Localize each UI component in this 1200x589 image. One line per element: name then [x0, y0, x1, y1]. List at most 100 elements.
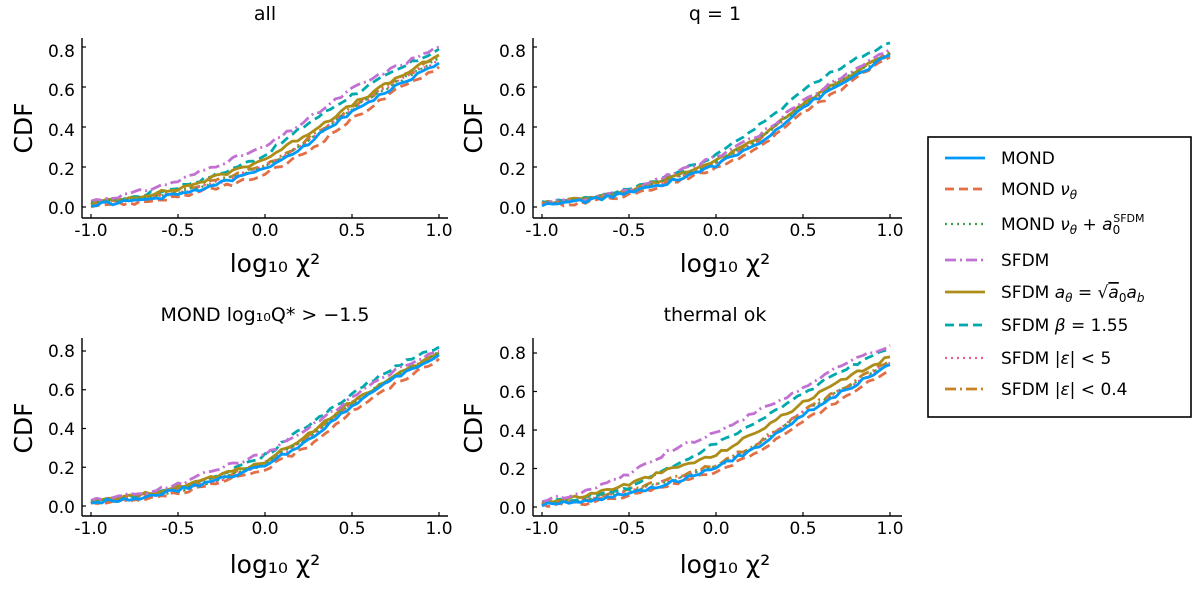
- x-ticks: -1.0 -0.5 0.0 0.5 1.0: [525, 221, 903, 241]
- panel-title: q = 1: [689, 3, 741, 25]
- series-line-sfdm: [541, 47, 891, 205]
- y-tick-label: 0.0: [48, 199, 75, 219]
- y-tick-label: 0.4: [48, 420, 75, 440]
- y-axis-label: CDF: [459, 102, 488, 153]
- x-axis-label: log₁₀ χ²: [680, 249, 771, 278]
- panel-all: all -1.0 -0.5 0.0 0.5 1.0 0.0 0.2 0.4 0.…: [9, 3, 453, 278]
- x-tick-label: 0.0: [251, 221, 278, 241]
- y-tick-label: 0.6: [48, 381, 75, 401]
- legend-label-sfdm_atheta: SFDM aθ = √a0ab: [1001, 283, 1145, 305]
- panel-title: all: [254, 3, 276, 25]
- series-line-mond: [541, 53, 891, 208]
- y-tick-label: 0.4: [499, 422, 526, 442]
- panel-mond-q: MOND log₁₀Q* > −1.5 -1.0 -0.5 0.0 0.5 1.…: [9, 304, 453, 579]
- x-tick-label: 0.5: [789, 221, 816, 241]
- y-tick-label: 0.8: [499, 42, 526, 62]
- y-tick-label: 0.0: [499, 499, 526, 519]
- series-line-sfdm_eps04: [541, 49, 891, 205]
- series-layer: [541, 41, 891, 208]
- legend-label-mond_nu_a0: MOND νθ + a0SFDM: [1001, 212, 1145, 237]
- series-line-sfdm_eps04: [90, 55, 440, 206]
- x-axis-label: log₁₀ χ²: [680, 550, 771, 579]
- series-line-mond: [90, 61, 440, 208]
- series-line-mond_nu: [541, 55, 891, 208]
- series-line-mond_nu: [90, 357, 440, 505]
- y-tick-label: 0.0: [499, 199, 526, 219]
- x-tick-label: 1.0: [425, 221, 452, 241]
- series-line-sfdm_eps5: [90, 352, 440, 504]
- x-tick-label: 0.5: [338, 221, 365, 241]
- y-tick-label: 0.2: [499, 160, 526, 180]
- y-tick-label: 0.2: [48, 459, 75, 479]
- y-axis-label: CDF: [9, 402, 38, 453]
- legend-label-sfdm_eps5: SFDM |ε| < 5: [1001, 349, 1111, 369]
- legend: MOND MOND νθ MOND νθ + a0SFDM SFDM SFDM aθ =…: [927, 136, 1192, 418]
- legend-label-mond_nu: MOND νθ: [1001, 180, 1078, 202]
- series-line-sfdm_beta: [541, 41, 891, 204]
- x-tick-label: 0.0: [702, 519, 729, 539]
- series-line-sfdm: [90, 45, 440, 203]
- y-tick-label: 0.8: [499, 344, 526, 364]
- legend-label-sfdm: SFDM: [1001, 251, 1049, 271]
- x-tick-label: -1.0: [74, 519, 107, 539]
- series-layer: [90, 45, 440, 209]
- panel-title: MOND log₁₀Q* > −1.5: [160, 304, 369, 326]
- y-axis-label: CDF: [9, 102, 38, 153]
- x-tick-label: 1.0: [876, 221, 903, 241]
- y-tick-label: 0.8: [48, 342, 75, 362]
- series-line-mond_nu_a0: [90, 57, 440, 204]
- x-tick-label: 0.0: [251, 519, 278, 539]
- y-tick-label: 0.8: [48, 42, 75, 62]
- series-line-sfdm_eps5: [90, 58, 440, 206]
- x-tick-label: 0.5: [789, 519, 816, 539]
- y-tick-label: 0.2: [499, 460, 526, 480]
- series-line-mond_nu: [90, 65, 440, 209]
- y-tick-label: 0.4: [499, 121, 526, 141]
- panel-q1: q = 1 -1.0 -0.5 0.0 0.5 1.0 0.0 0.2 0.4 …: [459, 3, 904, 278]
- legend-samples: [945, 156, 985, 391]
- x-tick-label: -1.0: [74, 221, 107, 241]
- legend-label-mond: MOND: [1001, 149, 1055, 169]
- legend-labels: MOND MOND νθ MOND νθ + a0SFDM SFDM SFDM aθ =…: [1001, 149, 1145, 400]
- series-line-sfdm_eps04: [541, 359, 891, 506]
- x-axis-label: log₁₀ χ²: [230, 550, 321, 579]
- x-tick-label: -1.0: [525, 221, 558, 241]
- series-layer: [541, 344, 891, 508]
- series-line-sfdm_beta: [90, 345, 440, 505]
- panel-title: thermal ok: [664, 304, 767, 326]
- x-ticks: -1.0 -0.5 0.0 0.5 1.0: [74, 519, 452, 539]
- series-line-sfdm_atheta: [90, 351, 440, 505]
- y-tick-label: 0.6: [499, 383, 526, 403]
- x-tick-label: -0.5: [161, 519, 194, 539]
- y-ticks: 0.0 0.2 0.4 0.6 0.8: [48, 342, 75, 518]
- x-tick-label: 1.0: [876, 519, 903, 539]
- y-ticks: 0.0 0.2 0.4 0.6 0.8: [499, 344, 526, 519]
- series-line-sfdm: [541, 344, 891, 503]
- series-line-mond_nu_a0: [541, 52, 891, 206]
- y-tick-label: 0.6: [48, 81, 75, 101]
- series-line-mond_nu_a0: [90, 351, 440, 504]
- series-line-mond: [90, 353, 440, 505]
- x-tick-label: -0.5: [612, 519, 645, 539]
- x-ticks: -1.0 -0.5 0.0 0.5 1.0: [74, 221, 452, 241]
- x-tick-label: -0.5: [612, 221, 645, 241]
- x-tick-label: -0.5: [161, 221, 194, 241]
- legend-label-sfdm_beta: SFDM β = 1.55: [1001, 316, 1129, 336]
- series-line-sfdm_beta: [541, 347, 891, 504]
- panel-thermal-ok: thermal ok -1.0 -0.5 0.0 0.5 1.0 0.0 0.2…: [459, 304, 904, 579]
- x-tick-label: -1.0: [525, 519, 558, 539]
- series-line-sfdm_eps04: [90, 351, 440, 505]
- series-line-sfdm_eps5: [541, 52, 891, 205]
- y-ticks: 0.0 0.2 0.4 0.6 0.8: [48, 42, 75, 219]
- series-layer: [90, 345, 440, 505]
- y-ticks: 0.0 0.2 0.4 0.6 0.8: [499, 42, 526, 219]
- legend-box: [927, 136, 1192, 418]
- x-tick-label: 0.0: [702, 221, 729, 241]
- x-tick-label: 1.0: [425, 519, 452, 539]
- series-line-sfdm_atheta: [541, 355, 891, 506]
- y-axis-label: CDF: [459, 402, 488, 453]
- y-tick-label: 0.4: [48, 121, 75, 141]
- y-tick-label: 0.6: [499, 81, 526, 101]
- series-line-sfdm_beta: [90, 47, 440, 205]
